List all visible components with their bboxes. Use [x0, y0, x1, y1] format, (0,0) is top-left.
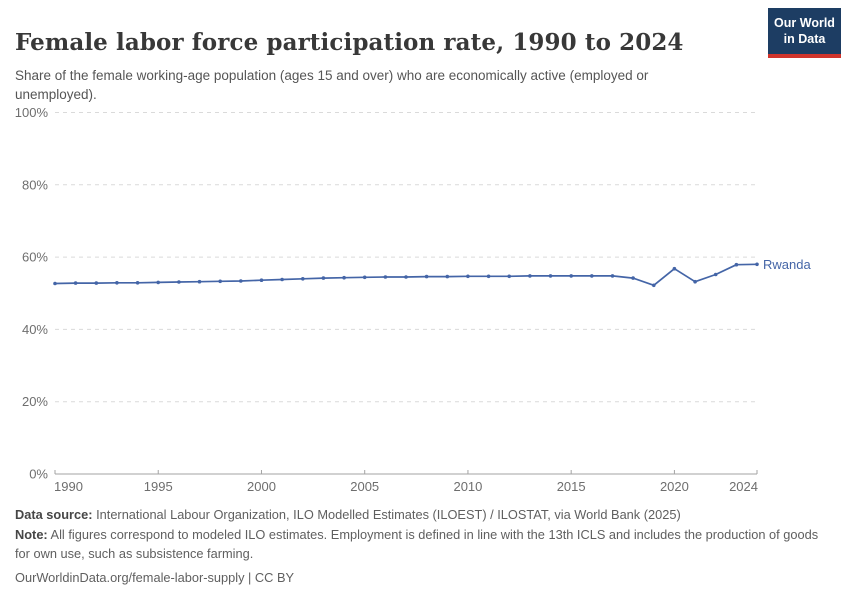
- data-point[interactable]: [197, 279, 202, 284]
- data-point[interactable]: [569, 274, 573, 278]
- data-point[interactable]: [301, 277, 305, 281]
- data-point[interactable]: [321, 276, 326, 280]
- data-point[interactable]: [362, 275, 367, 280]
- data-point[interactable]: [135, 281, 140, 285]
- note-label: Note:: [15, 526, 48, 542]
- y-tick-label: 80%: [22, 177, 48, 192]
- chart-footer: Data source: International Labour Organi…: [15, 506, 827, 589]
- page-title: Female labor force participation rate, 1…: [15, 29, 684, 57]
- series-line[interactable]: [54, 263, 758, 287]
- data-point[interactable]: [94, 281, 99, 285]
- x-tick-label: 2015: [557, 479, 586, 494]
- data-point[interactable]: [342, 275, 346, 280]
- data-point[interactable]: [755, 262, 759, 267]
- data-point[interactable]: [631, 276, 635, 280]
- data-point[interactable]: [652, 283, 656, 288]
- x-tick-label: 1995: [144, 479, 173, 494]
- x-tick-label: 1990: [54, 479, 83, 494]
- data-point[interactable]: [115, 281, 119, 285]
- data-point[interactable]: [713, 272, 718, 277]
- data-point[interactable]: [383, 275, 388, 279]
- y-tick-label: 40%: [22, 322, 48, 337]
- owid-logo-line2: in Data: [783, 32, 826, 47]
- citation-link[interactable]: OurWorldinData.org/female-labor-supply |…: [15, 569, 295, 585]
- x-tick-label: 2024: [729, 479, 758, 494]
- data-point[interactable]: [548, 274, 553, 278]
- data-point[interactable]: [734, 262, 739, 267]
- chart-subtitle: Share of the female working-age populati…: [15, 67, 649, 102]
- x-tick-label: 2000: [247, 479, 276, 494]
- data-point[interactable]: [486, 274, 491, 279]
- data-point[interactable]: [466, 274, 470, 279]
- y-tick-label: 60%: [22, 250, 48, 265]
- x-tick-label: 2010: [453, 479, 482, 494]
- y-tick-label: 0%: [29, 467, 48, 482]
- owid-logo[interactable]: Our World in Data: [768, 8, 841, 58]
- data-source-label: Data source:: [15, 507, 93, 522]
- data-point[interactable]: [693, 279, 697, 284]
- note-text: All figures correspond to modeled ILO es…: [15, 526, 819, 561]
- data-point[interactable]: [404, 275, 408, 279]
- data-source-text: International Labour Organization, ILO M…: [92, 507, 681, 522]
- data-point[interactable]: [218, 279, 222, 284]
- data-point[interactable]: [528, 274, 532, 278]
- data-point[interactable]: [53, 281, 57, 286]
- data-point[interactable]: [156, 280, 160, 285]
- data-point[interactable]: [507, 274, 512, 279]
- data-point[interactable]: [239, 279, 243, 283]
- data-point[interactable]: [280, 277, 284, 282]
- x-tick-label: 2020: [660, 479, 689, 494]
- data-source-line: Data source: International Labour Organi…: [15, 506, 827, 525]
- owid-logo-line1: Our World: [774, 16, 835, 30]
- data-point[interactable]: [424, 274, 429, 279]
- data-point[interactable]: [610, 274, 615, 278]
- x-tick-label: 2005: [350, 479, 379, 494]
- series-end-label[interactable]: Rwanda: [763, 257, 811, 272]
- data-point[interactable]: [590, 274, 594, 278]
- data-point[interactable]: [672, 266, 677, 271]
- data-point[interactable]: [177, 280, 181, 284]
- data-point[interactable]: [259, 278, 264, 283]
- y-tick-label: 20%: [22, 394, 48, 409]
- data-point[interactable]: [445, 274, 450, 279]
- data-point[interactable]: [73, 281, 78, 285]
- y-tick-label: 100%: [15, 105, 49, 120]
- note-line: Note: All figures correspond to modeled …: [15, 526, 827, 564]
